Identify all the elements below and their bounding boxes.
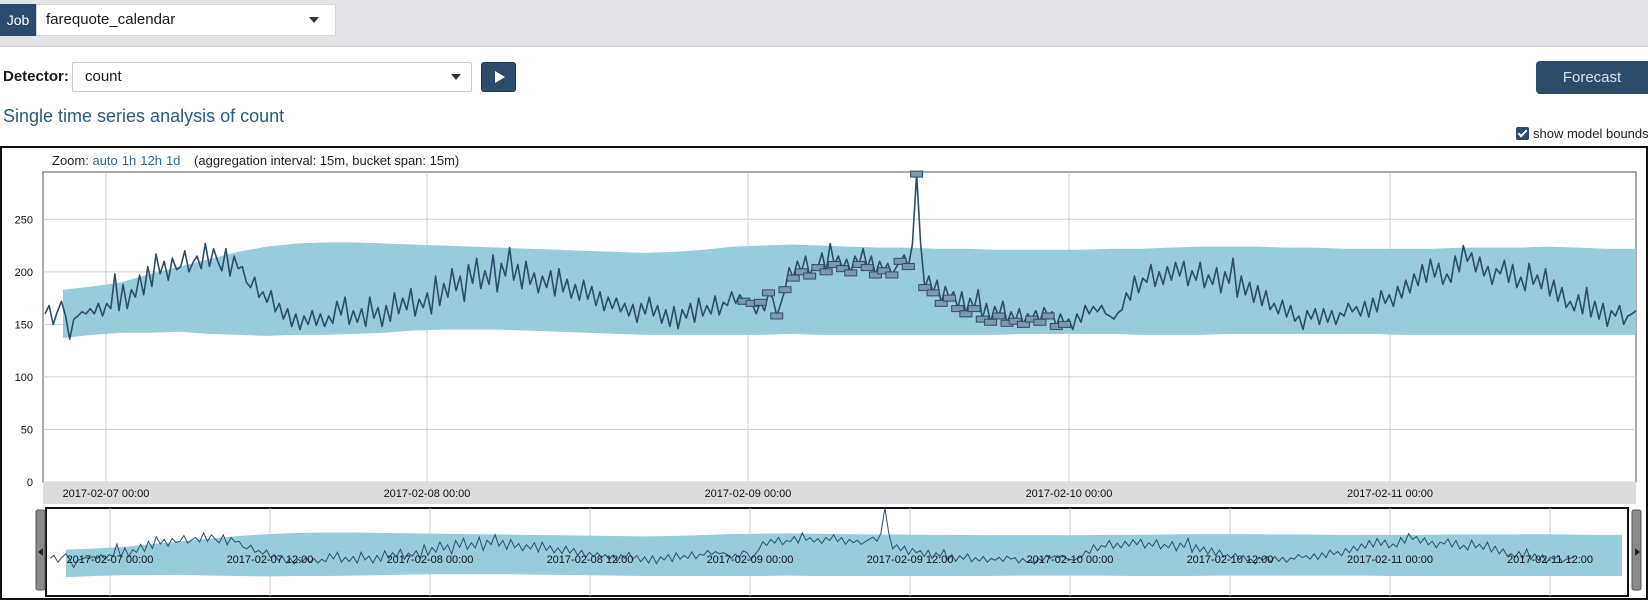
play-icon bbox=[495, 71, 505, 83]
zoom-label: Zoom: bbox=[52, 153, 89, 168]
chart-container bbox=[0, 146, 1648, 600]
context-tick-label: 2017-02-11 00:00 bbox=[1347, 554, 1433, 566]
show-model-bounds-toggle[interactable]: show model bounds bbox=[1516, 126, 1648, 141]
aggregation-info: (aggregation interval: 15m, bucket span:… bbox=[194, 153, 460, 168]
job-bar: Job farequote_calendar bbox=[0, 0, 1648, 47]
context-tick-label: 2017-02-09 00:00 bbox=[707, 554, 794, 566]
show-model-bounds-label: show model bounds bbox=[1533, 126, 1648, 141]
y-tick-label: 0 bbox=[27, 477, 33, 489]
context-tick-label: 2017-02-07 12:00 bbox=[227, 554, 314, 566]
anomaly-marker bbox=[860, 264, 874, 272]
job-name: farequote_calendar bbox=[46, 11, 176, 28]
anomaly-marker bbox=[910, 170, 924, 178]
chevron-left-icon bbox=[38, 548, 43, 556]
y-tick-label: 200 bbox=[15, 267, 33, 279]
anomaly-marker bbox=[942, 294, 956, 302]
context-tick-label: 2017-02-08 00:00 bbox=[387, 554, 474, 566]
context-tick-label: 2017-02-08 12:00 bbox=[547, 554, 634, 566]
anomaly-marker bbox=[803, 272, 817, 280]
anomaly-marker bbox=[868, 271, 882, 279]
anomaly-marker bbox=[984, 318, 998, 326]
zoom-1h-link[interactable]: 1h bbox=[121, 153, 137, 168]
anomaly-marker bbox=[827, 260, 841, 268]
context-tick-label: 2017-02-07 00:00 bbox=[67, 554, 154, 566]
anomaly-marker bbox=[762, 289, 776, 297]
zoom-auto-link[interactable]: auto bbox=[92, 153, 118, 168]
x-tick-label: 2017-02-09 00:00 bbox=[705, 488, 792, 500]
anomaly-marker bbox=[811, 264, 825, 272]
y-tick-label: 250 bbox=[15, 214, 33, 226]
x-tick-label: 2017-02-11 00:00 bbox=[1347, 488, 1433, 500]
anomaly-marker bbox=[1016, 320, 1030, 328]
y-tick-label: 150 bbox=[15, 319, 33, 331]
job-tag: Job bbox=[0, 4, 36, 36]
anomaly-marker bbox=[901, 263, 915, 271]
chevron-down-icon bbox=[309, 17, 319, 23]
anomaly-marker bbox=[992, 312, 1006, 320]
anomaly-marker bbox=[794, 268, 808, 276]
anomaly-marker bbox=[951, 305, 965, 313]
anomaly-marker bbox=[959, 310, 973, 318]
play-button[interactable] bbox=[481, 62, 516, 92]
page-title: Single time series analysis of count bbox=[3, 106, 285, 126]
anomaly-marker bbox=[934, 299, 948, 307]
anomaly-marker bbox=[1041, 312, 1055, 320]
anomaly-marker bbox=[786, 274, 800, 282]
anomaly-marker bbox=[844, 269, 858, 277]
y-tick-label: 50 bbox=[21, 424, 33, 436]
forecast-button[interactable]: Forecast bbox=[1536, 61, 1648, 94]
zoom-1d-link[interactable]: 1d bbox=[165, 153, 181, 168]
anomaly-marker bbox=[967, 305, 981, 313]
anomaly-marker bbox=[1033, 318, 1047, 326]
detector-value: count bbox=[85, 68, 122, 85]
anomaly-marker bbox=[877, 267, 891, 275]
job-select[interactable]: farequote_calendar bbox=[36, 4, 336, 36]
context-tick-label: 2017-02-10 12:00 bbox=[1187, 554, 1274, 566]
detector-label: Detector: bbox=[3, 68, 69, 85]
chevron-down-icon bbox=[451, 74, 461, 80]
detector-select[interactable]: count bbox=[72, 62, 472, 92]
x-tick-label: 2017-02-08 00:00 bbox=[384, 488, 471, 500]
anomaly-marker bbox=[1058, 320, 1072, 328]
anomaly-marker bbox=[885, 271, 899, 279]
anomaly-marker bbox=[819, 268, 833, 276]
model-bounds-area bbox=[63, 242, 1636, 339]
context-tick-label: 2017-02-09 12:00 bbox=[867, 554, 954, 566]
anomaly-marker bbox=[926, 289, 940, 297]
anomaly-marker bbox=[753, 298, 767, 306]
y-tick-label: 100 bbox=[15, 372, 33, 384]
zoom-12h-link[interactable]: 12h bbox=[140, 153, 162, 168]
anomaly-marker bbox=[918, 284, 932, 292]
context-tick-label: 2017-02-11 12:00 bbox=[1507, 554, 1593, 566]
anomaly-marker bbox=[770, 312, 784, 320]
x-tick-label: 2017-02-07 00:00 bbox=[63, 488, 150, 500]
anomaly-marker bbox=[893, 257, 907, 265]
anomaly-marker bbox=[836, 265, 850, 273]
context-tick-label: 2017-02-10 00:00 bbox=[1027, 554, 1114, 566]
context-series-line bbox=[49, 507, 1575, 569]
checkbox-icon[interactable] bbox=[1516, 127, 1529, 140]
anomaly-marker bbox=[778, 286, 792, 294]
x-tick-label: 2017-02-10 00:00 bbox=[1026, 488, 1113, 500]
chevron-right-icon bbox=[1635, 548, 1640, 556]
zoom-controls: Zoom: auto 1h 12h 1d (aggregation interval:… bbox=[52, 153, 459, 168]
x-axis-band bbox=[43, 482, 1636, 504]
